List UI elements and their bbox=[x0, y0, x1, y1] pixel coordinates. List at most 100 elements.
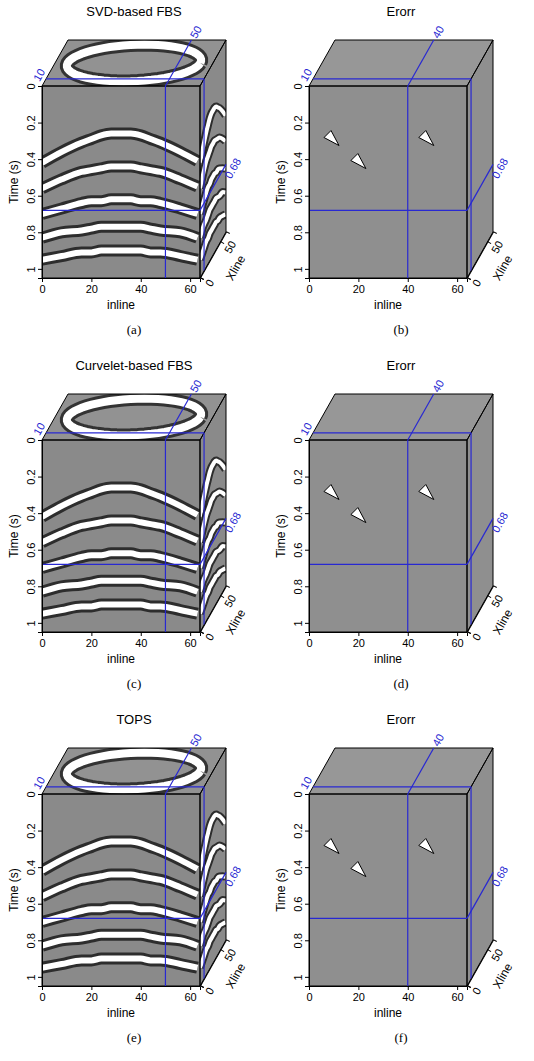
tick: 0.2 bbox=[292, 823, 309, 838]
tick: 20 bbox=[353, 986, 365, 1003]
slice-labels: 10500.68 bbox=[31, 24, 243, 181]
event bbox=[42, 166, 198, 188]
title: TOPS bbox=[116, 712, 151, 727]
tick-label: 0.4 bbox=[292, 860, 304, 875]
axis-title: Time (s) bbox=[274, 160, 288, 204]
tick: 0.6 bbox=[292, 897, 309, 912]
axis-title: Time (s) bbox=[7, 160, 21, 204]
axis-line bbox=[305, 87, 310, 279]
axis-title: Time (s) bbox=[274, 514, 288, 558]
cube-face-right bbox=[467, 40, 493, 278]
event-shadow bbox=[42, 251, 198, 260]
tick-mark bbox=[457, 632, 458, 636]
tick-mark bbox=[38, 440, 42, 441]
tick-label: 0.6 bbox=[292, 543, 304, 558]
axis-title: Xline bbox=[223, 252, 248, 282]
tick-mark bbox=[38, 232, 42, 233]
tick-mark bbox=[38, 940, 42, 941]
tick: 0 bbox=[306, 278, 312, 295]
tick-mark bbox=[200, 986, 203, 988]
event bbox=[42, 581, 198, 592]
tick-mark bbox=[38, 196, 42, 197]
tick-label: 0.6 bbox=[292, 897, 304, 912]
tick-mark bbox=[305, 269, 309, 270]
axis-title: Xline bbox=[490, 960, 515, 990]
event-shadow bbox=[42, 134, 198, 163]
slice-label: 50 bbox=[188, 24, 204, 41]
slice-line bbox=[407, 440, 408, 632]
cube-face-top bbox=[309, 40, 493, 86]
tick: 0 bbox=[466, 275, 484, 289]
panel: 10400.6800.20.40.60.810204060050XlineTim… bbox=[274, 358, 522, 691]
tick-label: 0.6 bbox=[292, 189, 304, 204]
slice-label: 0.68 bbox=[222, 156, 243, 181]
tick-label: 0 bbox=[292, 83, 304, 89]
tick-label: 0 bbox=[306, 637, 312, 649]
tick-mark bbox=[305, 477, 309, 478]
title: Erorr bbox=[387, 712, 417, 727]
tick: 0.2 bbox=[25, 469, 42, 484]
tick-label: 0 bbox=[25, 83, 37, 89]
tick: 1 bbox=[25, 974, 42, 980]
tick: 0 bbox=[292, 83, 309, 89]
error-arrows bbox=[324, 485, 434, 523]
tick-label: 20 bbox=[353, 283, 365, 295]
slice-lines bbox=[309, 394, 493, 632]
tick-mark bbox=[38, 86, 42, 87]
event-shadow bbox=[42, 842, 198, 871]
tick-mark bbox=[221, 950, 224, 952]
tick-mark bbox=[38, 831, 42, 832]
tick-label: 40 bbox=[402, 637, 414, 649]
panel: 10500.6800.20.40.60.810204060050XlineTim… bbox=[7, 4, 255, 337]
tick-label: 0.4 bbox=[292, 152, 304, 167]
slice-labels: 10400.68 bbox=[298, 378, 510, 535]
event bbox=[42, 935, 198, 946]
axis-line bbox=[38, 87, 43, 279]
slice-line bbox=[42, 564, 200, 565]
tick: 40 bbox=[135, 986, 147, 1003]
tick-mark bbox=[38, 586, 42, 587]
axis-title: inline bbox=[107, 298, 135, 312]
panel: 10400.6800.20.40.60.810204060050XlineTim… bbox=[274, 4, 522, 337]
event-shadow bbox=[42, 935, 198, 946]
tick: 1 bbox=[292, 974, 309, 980]
slice-label: 10 bbox=[31, 421, 47, 438]
axis: 050Xline bbox=[466, 232, 522, 297]
tick-mark bbox=[38, 794, 42, 795]
axis-line bbox=[310, 279, 468, 283]
slice-labels: 10400.68 bbox=[298, 732, 510, 889]
axis: 0204060 bbox=[39, 632, 200, 649]
cube-edge-right bbox=[200, 394, 226, 632]
tick-label: 40 bbox=[135, 283, 147, 295]
slice-line bbox=[165, 86, 166, 278]
slice-label: 0.68 bbox=[222, 864, 243, 889]
cube-edge-top bbox=[42, 40, 226, 86]
tick-label: 0 bbox=[470, 985, 483, 996]
tick: 1 bbox=[25, 620, 42, 626]
axis: 00.20.40.60.81 bbox=[25, 791, 43, 986]
tick-mark bbox=[305, 86, 309, 87]
tick-label: 0 bbox=[39, 991, 45, 1003]
slice-line bbox=[165, 794, 166, 986]
tick: 0.4 bbox=[25, 860, 42, 875]
tick-mark bbox=[305, 232, 309, 233]
event bbox=[42, 520, 198, 542]
tick: 0 bbox=[199, 275, 217, 289]
top-pattern bbox=[67, 753, 201, 790]
cube-edge-right bbox=[200, 40, 226, 278]
slice-label: 10 bbox=[31, 775, 47, 792]
event-shadow bbox=[42, 581, 198, 592]
tick: 1 bbox=[25, 266, 42, 272]
tick: 0.2 bbox=[292, 115, 309, 130]
tick-mark bbox=[38, 159, 42, 160]
tick: 40 bbox=[402, 632, 414, 649]
arrow bbox=[419, 131, 434, 146]
cube-face-front bbox=[42, 794, 200, 986]
tick: 1 bbox=[292, 266, 309, 272]
tick-label: 0.8 bbox=[292, 933, 304, 948]
time-slice-pattern bbox=[67, 399, 201, 436]
tick-label: 0 bbox=[25, 791, 37, 797]
title: Erorr bbox=[387, 358, 417, 373]
tick-mark bbox=[200, 278, 203, 280]
tick-mark bbox=[200, 632, 203, 634]
